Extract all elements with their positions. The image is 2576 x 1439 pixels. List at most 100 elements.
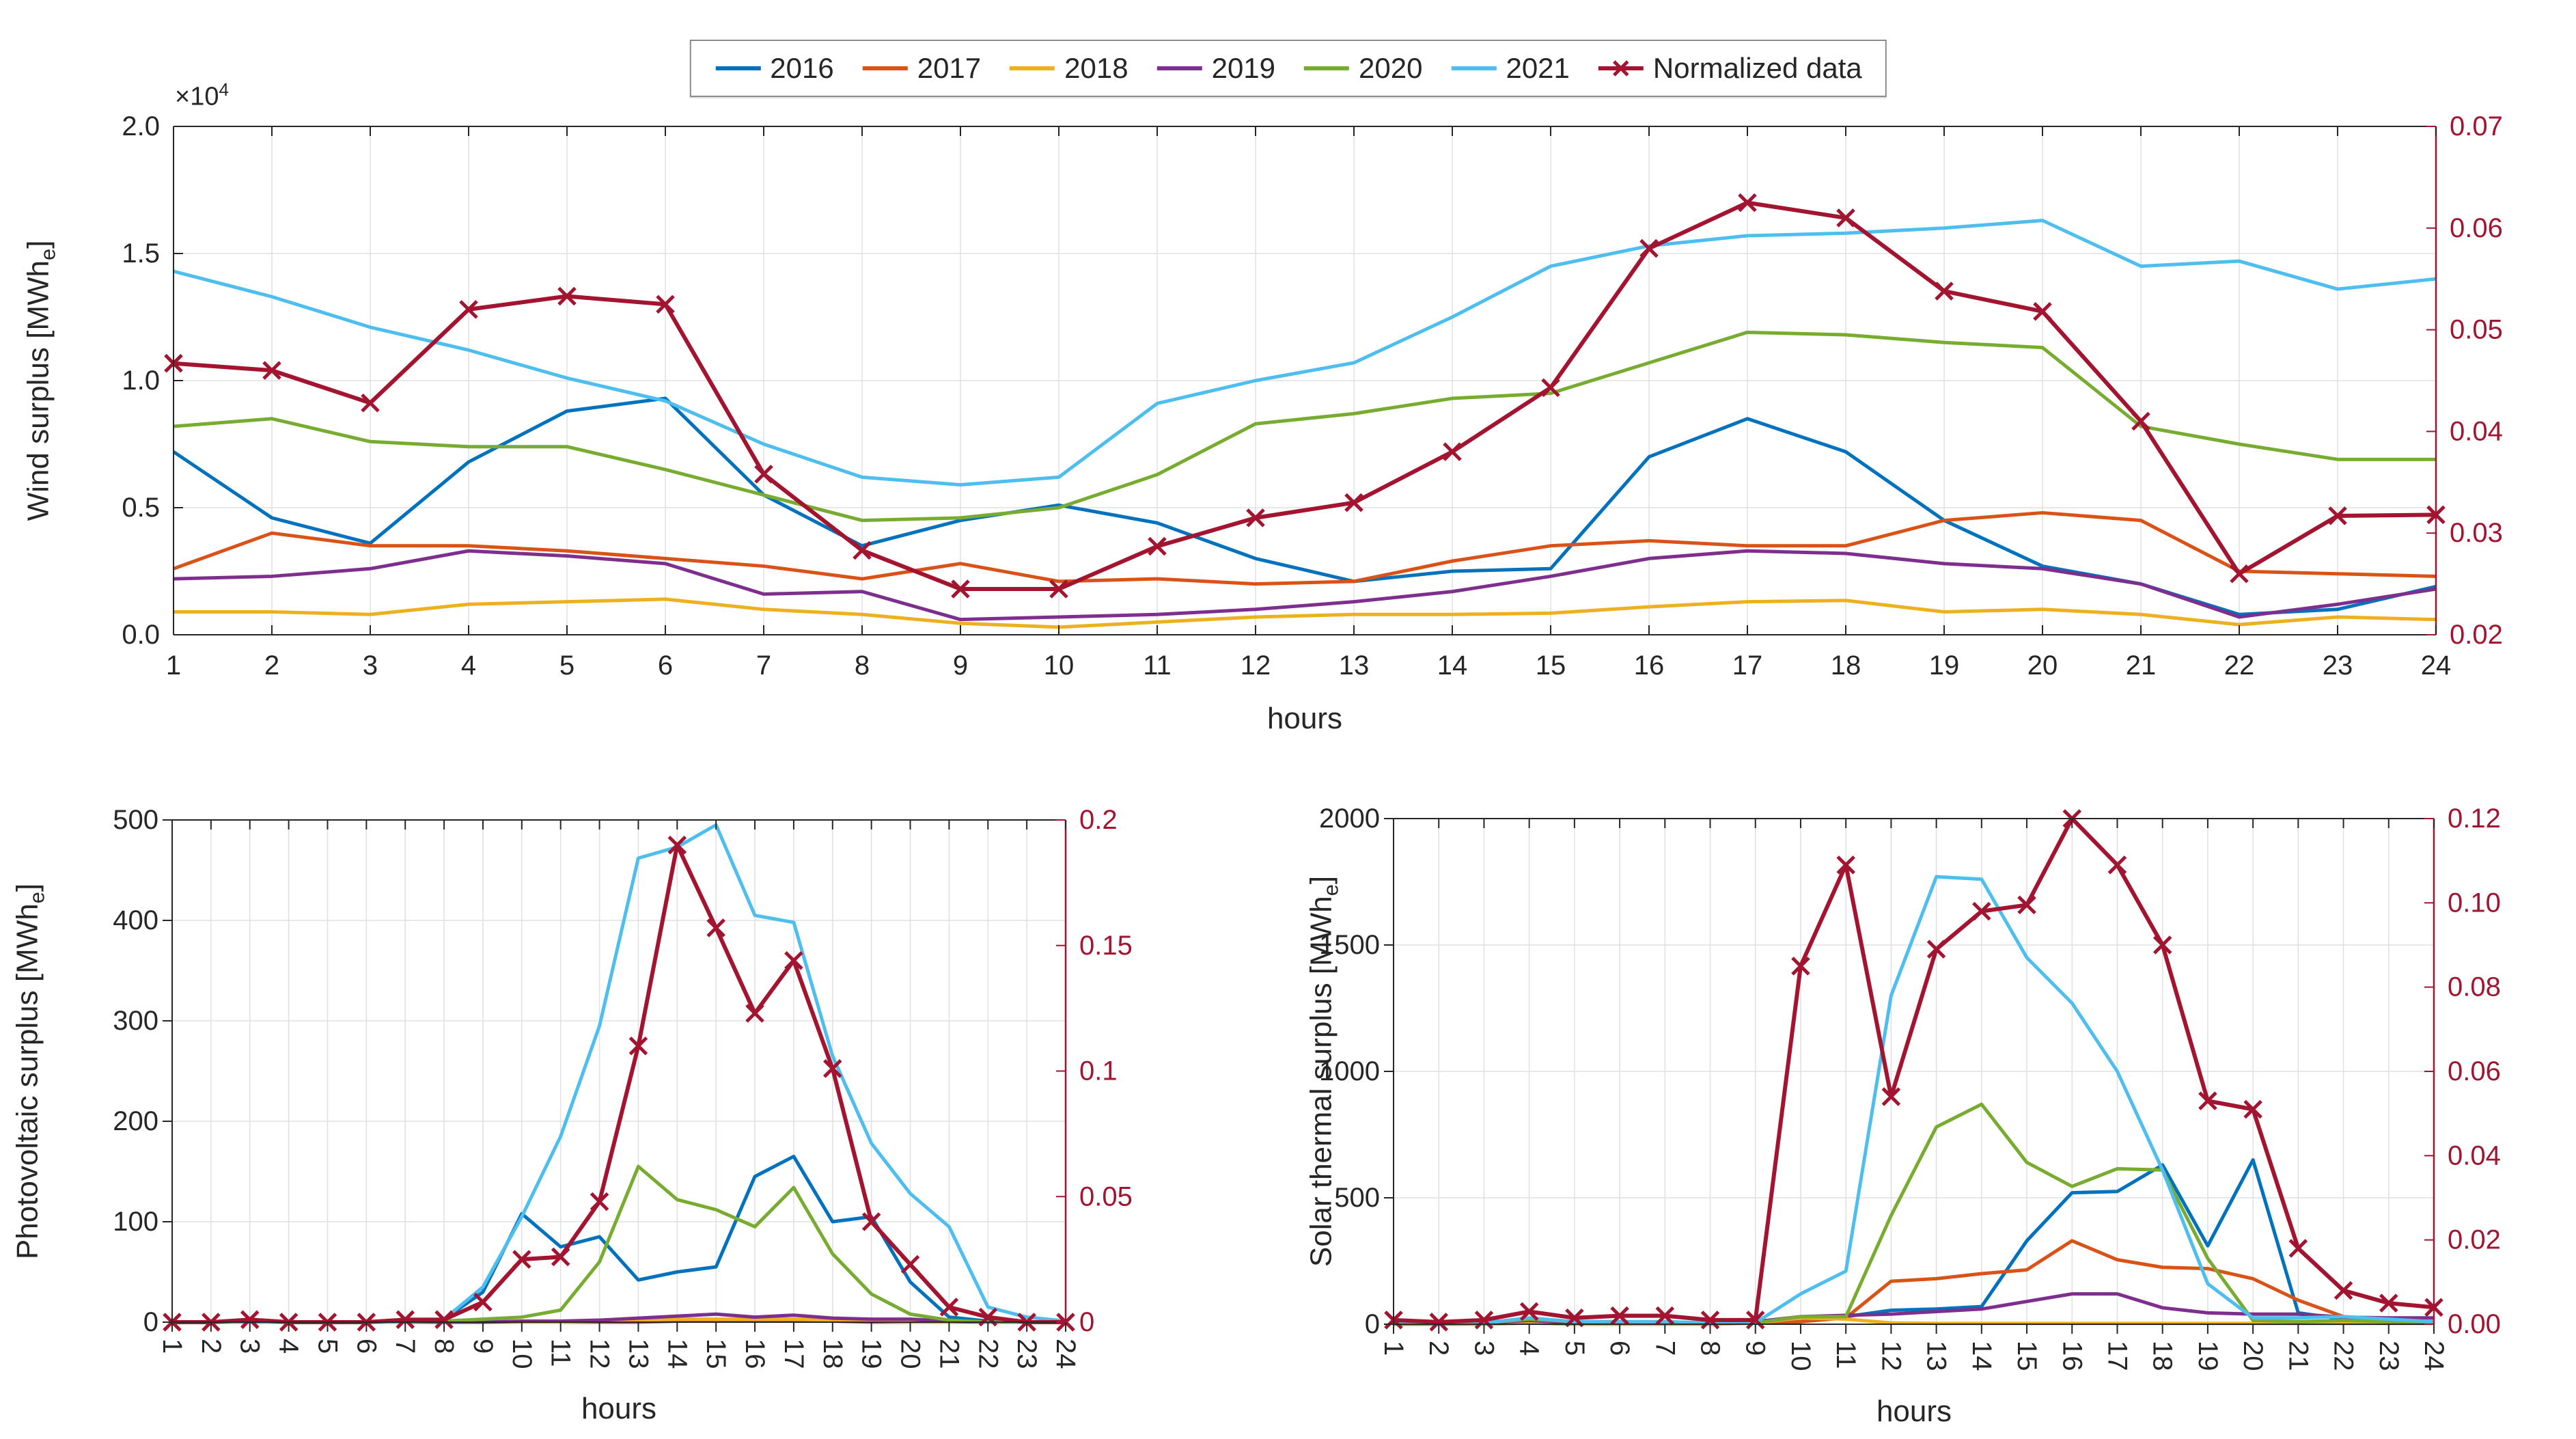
- series-wind-normalized: [173, 200, 2437, 592]
- x-marker: [784, 951, 803, 970]
- x-marker: [745, 1004, 764, 1023]
- x-tick-label: 9: [1741, 1341, 1771, 1356]
- legend-item-2020: 2020: [1303, 52, 1422, 85]
- x-marker: [551, 1247, 570, 1267]
- legend-item-2021: 2021: [1450, 52, 1570, 85]
- st-y-axis-label: Solar thermal surplus [MWhe]: [1304, 875, 1343, 1267]
- x-marker: [557, 286, 577, 306]
- x-tick-label: 21: [2283, 1341, 2313, 1371]
- series-wind-2016: [172, 396, 2437, 616]
- x-marker: [512, 1250, 531, 1269]
- x-tick-label: 1: [166, 650, 181, 681]
- right-tick-label: 0.2: [1079, 805, 1118, 835]
- x-tick-label: 17: [2102, 1341, 2132, 1371]
- legend-item-label: 2020: [1359, 52, 1423, 84]
- x-tick-label: 4: [1514, 1341, 1545, 1356]
- chart-pv: 1 2 3 4 5 6 7 8 9 10 11 12 13 14 15 16 17 18 19 20 21 22 23 240…: [113, 805, 1133, 1369]
- left-tick-label: 500: [1334, 1183, 1380, 1213]
- x-marker: [1148, 536, 1167, 556]
- pv-x-axis-label: hours: [581, 1392, 657, 1425]
- x-tick-label: 6: [658, 650, 673, 681]
- legend-item-label: 2019: [1211, 52, 1276, 84]
- x-tick-label: 1: [157, 1339, 187, 1354]
- left-tick-label: 1500: [1319, 930, 1380, 960]
- x-tick-label: 24: [1051, 1339, 1081, 1369]
- x-tick-label: 5: [312, 1339, 342, 1354]
- x-tick-label: 20: [896, 1339, 926, 1369]
- x-marker: [361, 393, 380, 413]
- legend-item-normalized-data: Normalized data: [1597, 52, 1862, 85]
- series-wind-2019: [173, 549, 2437, 622]
- left-tick-label: 200: [113, 1106, 158, 1136]
- x-tick-label: 12: [1876, 1341, 1906, 1371]
- legend-item-label: 2016: [770, 52, 834, 84]
- pv-y-axis-label: Photovoltaic surplus [MWhe]: [10, 883, 49, 1260]
- right-tick-label: 0.1: [1079, 1056, 1118, 1086]
- x-marker: [861, 1212, 881, 1231]
- x-marker: [2033, 302, 2052, 321]
- x-marker: [2328, 506, 2347, 525]
- x-tick-label: 11: [1831, 1341, 1861, 1369]
- legend-line-marker-swatch: [1598, 60, 1644, 77]
- left-tick-label: 1.5: [122, 238, 160, 269]
- x-tick-label: 14: [662, 1339, 692, 1369]
- x-marker: [628, 1036, 648, 1056]
- x-marker: [1738, 193, 1757, 213]
- left-tick-label: 1000: [1319, 1056, 1380, 1086]
- series-pv-2016: [172, 1154, 1066, 1324]
- right-tick-label: 0.06: [2450, 213, 2503, 243]
- right-tick-label: 0.10: [2448, 888, 2501, 918]
- series-pv-normalized: [172, 842, 1066, 1324]
- x-marker: [1972, 901, 1991, 921]
- x-tick-label: 2: [264, 650, 279, 681]
- x-tick-label: 8: [429, 1339, 459, 1354]
- x-tick-label: 11: [546, 1339, 576, 1367]
- legend-item-label: 2021: [1506, 52, 1570, 84]
- legend-line-swatch: [1010, 66, 1055, 70]
- x-marker: [590, 1192, 609, 1211]
- x-tick-label: 6: [351, 1339, 381, 1354]
- x-tick-label: 11: [1143, 650, 1172, 681]
- x-marker: [2230, 564, 2249, 584]
- chart-st: 1 2 3 4 5 6 7 8 9 10 11 12 13 14 15 16 17 18 19 20 21 22 23 240…: [1319, 804, 2501, 1371]
- x-marker: [823, 1059, 842, 1078]
- x-marker: [1700, 1311, 1720, 1330]
- x-marker: [473, 1292, 493, 1312]
- chart-wind: 1 2 3 4 5 6 7 8 9 10 11 12 13 14 15 16 17 18 19 20 21 22 23 240…: [122, 111, 2502, 681]
- right-tick-label: 0.07: [2450, 111, 2503, 141]
- legend-line-swatch: [862, 66, 908, 70]
- x-tick-label: 20: [2027, 650, 2058, 681]
- x-tick-label: 24: [2421, 650, 2452, 681]
- axis-exponent: ×104: [175, 79, 229, 111]
- x-tick-label: 18: [818, 1339, 848, 1369]
- x-tick-label: 14: [1437, 650, 1468, 681]
- left-tick-label: 500: [113, 805, 158, 835]
- right-tick-label: 0.05: [2450, 315, 2503, 345]
- right-tick-label: 0.08: [2448, 972, 2501, 1002]
- x-marker: [2243, 1099, 2262, 1119]
- x-tick-label: 9: [953, 650, 968, 681]
- x-tick-label: 8: [1695, 1341, 1726, 1356]
- x-marker: [1443, 442, 1462, 461]
- x-tick-label: 12: [585, 1339, 615, 1369]
- left-tick-label: 2000: [1319, 804, 1380, 834]
- legend-line-swatch: [1451, 66, 1497, 70]
- x-marker: [396, 1310, 415, 1330]
- series-st-2021: [1394, 875, 2435, 1325]
- left-tick-label: 0.0: [122, 620, 160, 650]
- x-tick-label: 20: [2238, 1341, 2268, 1371]
- x-tick-label: 4: [274, 1339, 304, 1354]
- x-marker: [853, 540, 872, 560]
- x-tick-label: 15: [1536, 650, 1566, 681]
- x-tick-label: 14: [1967, 1341, 1997, 1371]
- series-wind-2021: [173, 219, 2437, 487]
- x-tick-label: 3: [1469, 1341, 1499, 1356]
- x-marker: [1655, 1306, 1675, 1326]
- x-tick-label: 17: [779, 1339, 809, 1369]
- right-tick-label: 0.15: [1079, 931, 1133, 961]
- x-tick-label: 16: [740, 1339, 770, 1369]
- x-marker: [1791, 957, 1810, 976]
- x-marker: [939, 1298, 959, 1317]
- x-marker: [2107, 855, 2127, 875]
